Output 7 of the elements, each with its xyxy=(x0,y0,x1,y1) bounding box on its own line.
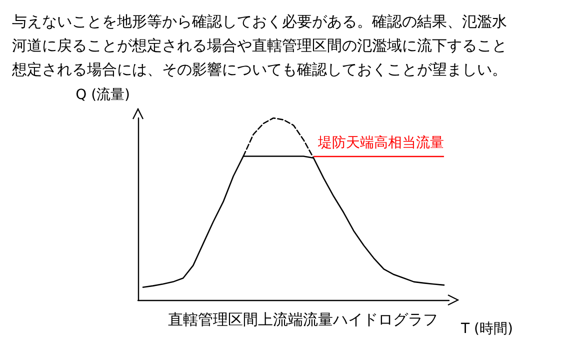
text: 想定される場合には、その影響についても確認しておくことが望ましい。 xyxy=(11,60,507,78)
x-axis-title: T (時間) xyxy=(460,321,513,337)
text: 与えないことを地形等から確認しておく必要がある。確認の結果、氾濫水 xyxy=(12,12,507,30)
text: 直轄管理区間上流端流量ハイドログラフ xyxy=(168,310,438,328)
text: 河道に戻ることが想定される場合や直轄管理区間の氾濫域に流下すること xyxy=(12,36,507,54)
ref-line-label: 堤防天端高相当流量 xyxy=(316,135,444,152)
y-axis-title: Q (流量) xyxy=(76,87,130,103)
